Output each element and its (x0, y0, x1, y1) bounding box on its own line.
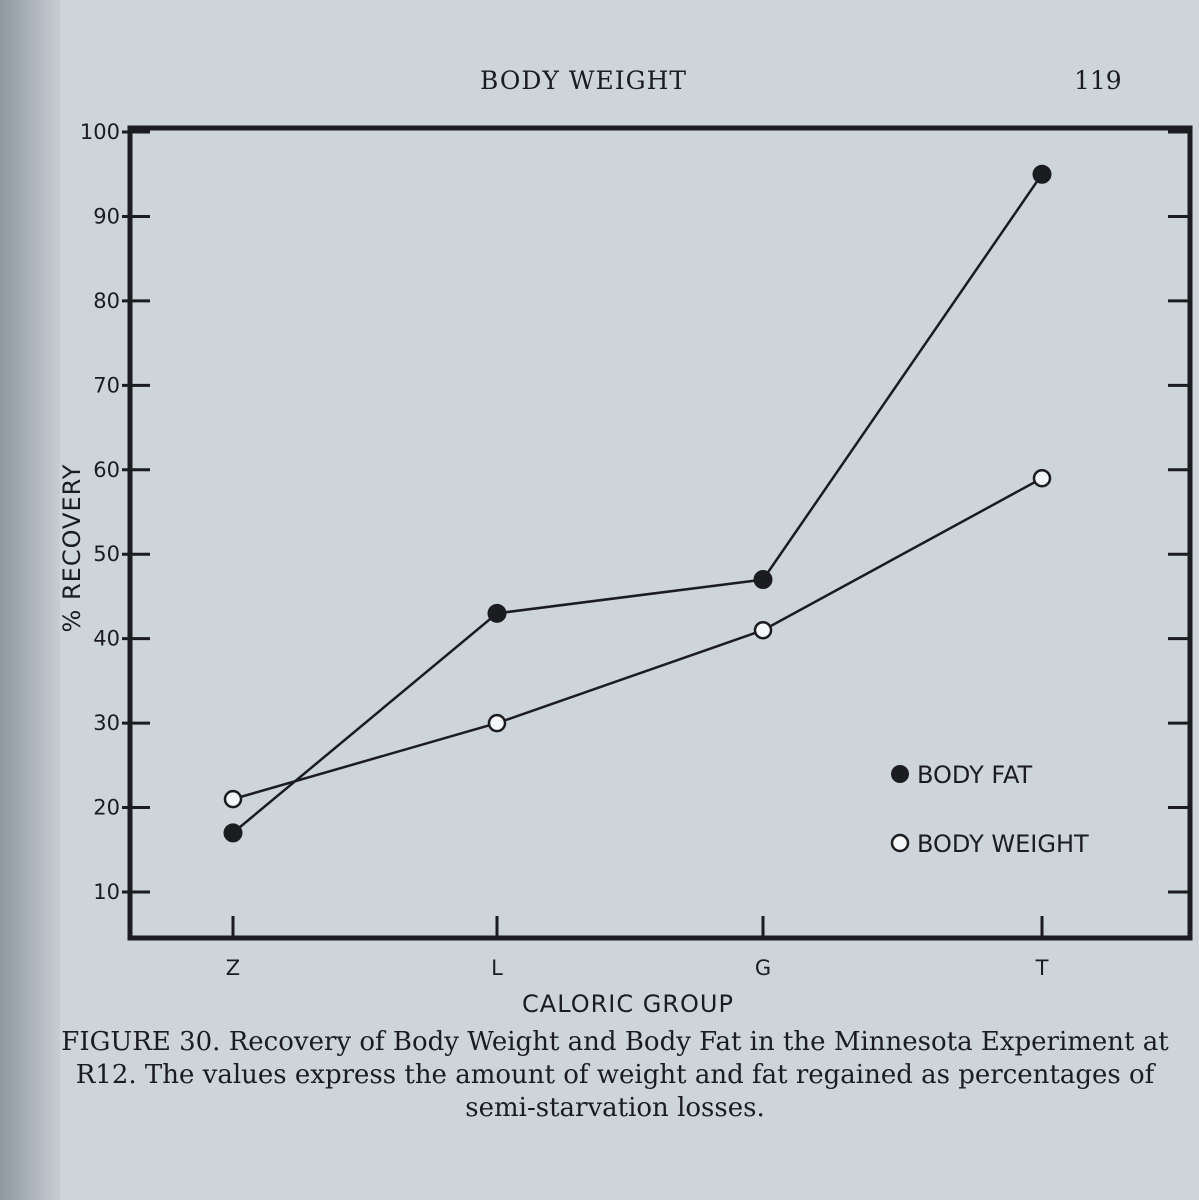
body-weight-point-t (1032, 468, 1052, 488)
legend-body-fat-label: BODY FAT (917, 761, 1033, 789)
x-axis-title: CALORIC GROUP (522, 990, 734, 1018)
legend-body-weight-marker (890, 833, 910, 853)
body-fat-point-g (753, 570, 773, 590)
y-tick-label: 60 (93, 458, 120, 482)
body-fat-point-t (1032, 164, 1052, 184)
legend: BODY FAT BODY WEIGHT (890, 761, 1089, 858)
figure-caption-text: Recovery of Body Weight and Body Fat in … (75, 1027, 1169, 1123)
series-line-body-weight (232, 477, 1043, 801)
y-axis-title: % RECOVERY (58, 464, 86, 633)
y-tick-label: 10 (93, 880, 120, 904)
x-tick-label-g: G (755, 956, 771, 980)
body-weight-point-l (487, 713, 507, 733)
figure-caption: FIGURE 30. Recovery of Body Weight and B… (40, 1026, 1190, 1125)
y-tick-label: 90 (93, 204, 120, 228)
body-fat-point-l (487, 603, 507, 623)
plot-frame (127, 125, 1193, 941)
x-tick-label-l: L (491, 956, 503, 980)
y-tick-label: 30 (93, 711, 120, 735)
legend-body-weight-label: BODY WEIGHT (917, 830, 1089, 858)
series-line-body-fat (232, 173, 1044, 834)
page-gutter-shadow (0, 0, 60, 1200)
figure-label: FIGURE 30. (61, 1027, 221, 1057)
body-fat-point-z (223, 823, 243, 843)
page-number: 119 (1074, 66, 1122, 95)
y-tick-label: 70 (93, 373, 120, 397)
series-layer (223, 164, 1052, 843)
running-head: BODY WEIGHT (480, 66, 688, 95)
body-weight-point-g (753, 620, 773, 640)
x-tick-label-t: T (1035, 956, 1049, 980)
y-tick-label: 80 (93, 289, 120, 313)
y-tick-label: 40 (93, 627, 120, 651)
body-weight-point-z (223, 789, 243, 809)
x-tick-label-z: Z (226, 956, 240, 980)
y-tick-label: 50 (93, 542, 120, 566)
y-tick-label: 20 (93, 796, 120, 820)
legend-body-fat-marker (891, 765, 909, 783)
right-axis-ticks (1168, 130, 1190, 894)
y-tick-label: 100 (80, 120, 120, 144)
y-axis: 10 20 30 40 50 60 70 80 90 100 (80, 120, 150, 904)
